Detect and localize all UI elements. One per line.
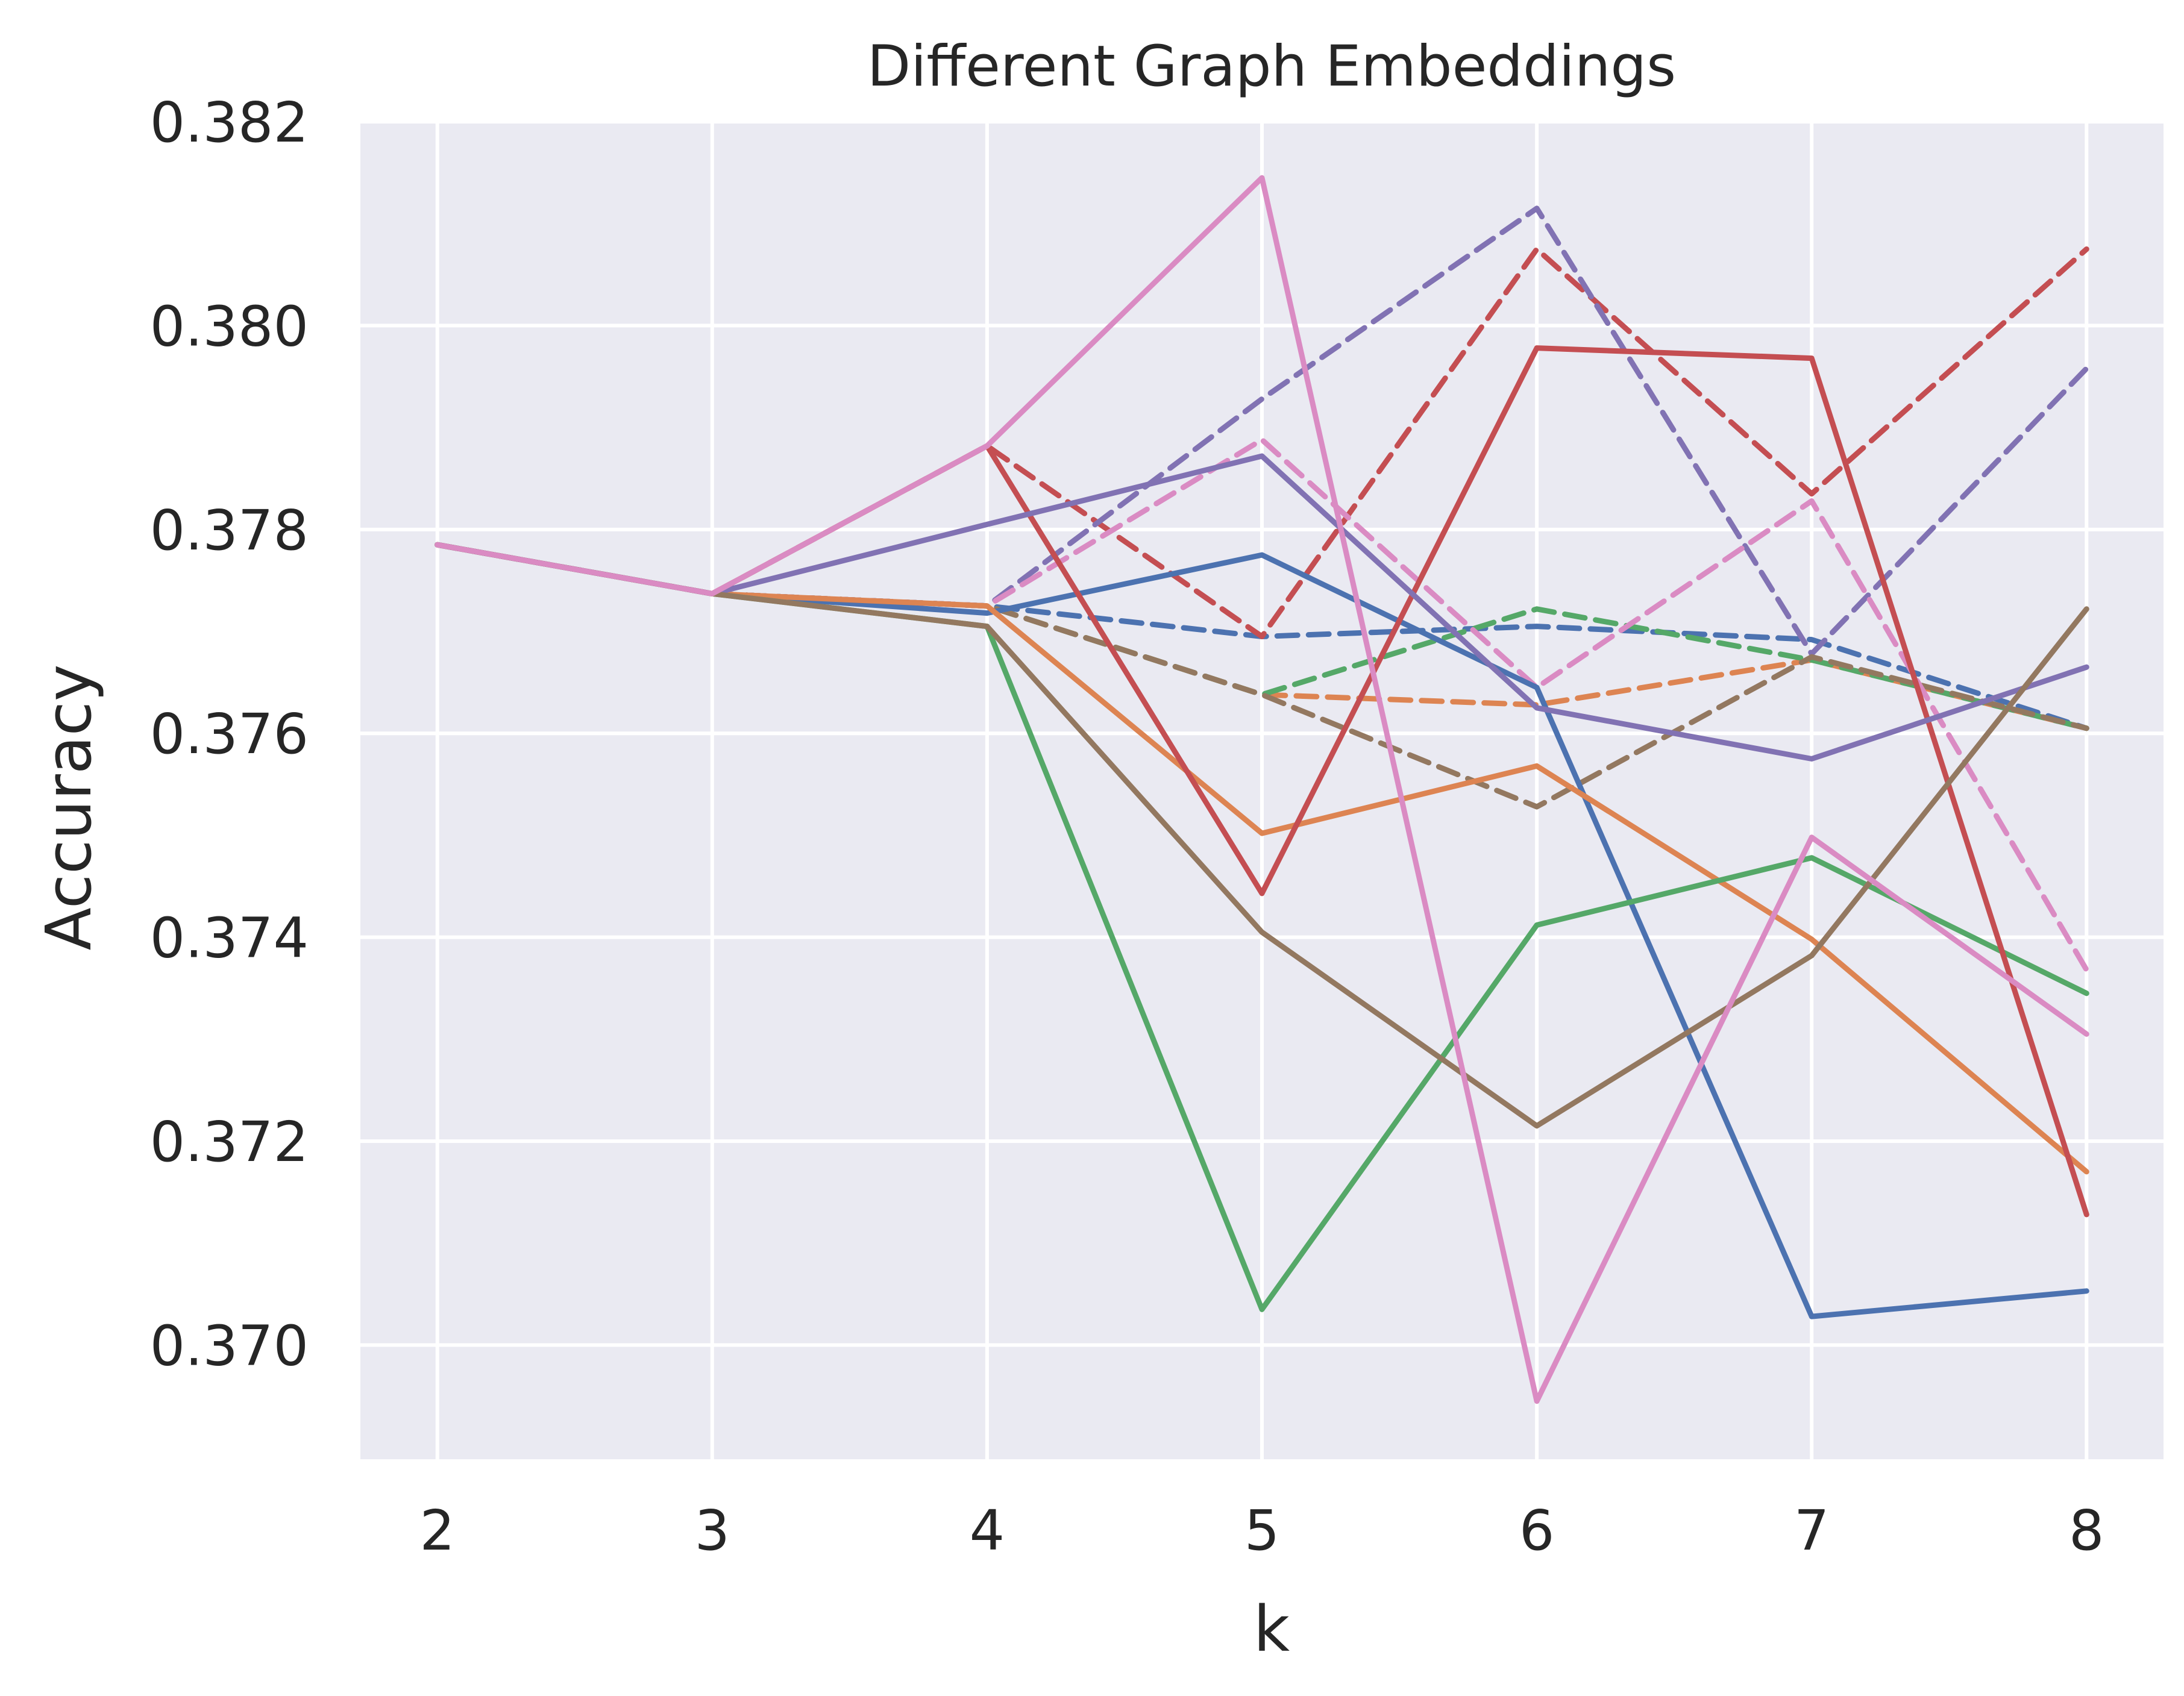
series-line-dashed <box>435 542 2089 810</box>
y-tick-label: 0.374 <box>150 906 309 971</box>
y-tick-label: 0.378 <box>150 498 309 563</box>
series-line-solid <box>435 175 2089 1404</box>
y-tick-labels: 0.370 0.372 0.374 0.376 0.378 0.380 0.382 <box>150 90 309 1378</box>
x-tick-label: 4 <box>970 1498 1005 1563</box>
series-line-dashed <box>435 437 2089 973</box>
x-tick-label: 5 <box>1244 1498 1280 1563</box>
series-line-dashed <box>435 205 2089 657</box>
x-tick-labels: 2 3 4 5 6 7 8 <box>419 1498 2104 1563</box>
x-tick-label: 6 <box>1519 1498 1555 1563</box>
y-tick-label: 0.380 <box>150 294 309 358</box>
x-tick-label: 8 <box>2069 1498 2104 1563</box>
series-line-dashed <box>435 246 2089 639</box>
x-tick-label: 3 <box>695 1498 730 1563</box>
x-tick-label: 7 <box>1794 1498 1830 1563</box>
y-tick-label: 0.376 <box>150 702 309 766</box>
y-axis-label: Accuracy <box>32 665 105 951</box>
y-tick-label: 0.372 <box>150 1110 309 1174</box>
y-tick-label: 0.382 <box>150 90 309 155</box>
y-tick-label: 0.370 <box>150 1313 309 1378</box>
x-axis-label: k <box>1254 1592 1290 1666</box>
grid-lines <box>360 120 2164 1459</box>
series-lines <box>435 175 2089 1404</box>
chart-title: Different Graph Embeddings <box>867 34 1676 99</box>
x-tick-label: 2 <box>419 1498 455 1563</box>
